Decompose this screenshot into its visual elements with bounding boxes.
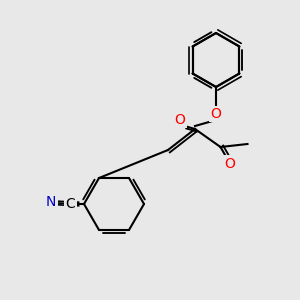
Text: O: O	[211, 107, 221, 121]
Text: O: O	[175, 113, 185, 127]
Text: N: N	[46, 196, 56, 209]
Text: C: C	[66, 197, 75, 211]
Text: O: O	[224, 157, 235, 170]
